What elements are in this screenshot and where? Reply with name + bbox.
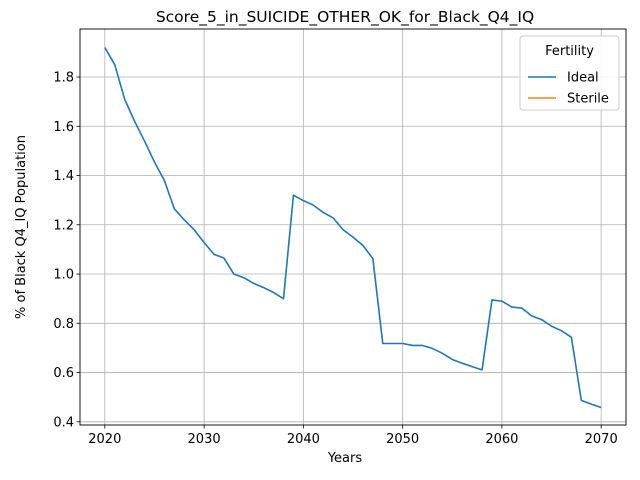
y-axis-label: % of Black Q4_IQ Population [14,135,29,319]
legend-box [519,35,620,111]
legend: Fertility Ideal Sterile [519,35,620,111]
series-line-ideal [104,47,602,409]
axis-ticks: 2020 2030 2040 2050 2060 2070 0.4 0.6 0.8 1.0 1.2 1… [53,71,617,447]
plot-frame [79,28,627,426]
y-tick-label: 0.8 [53,317,74,332]
y-tick-label: 1.8 [53,71,74,86]
series-lines [104,47,602,409]
x-tick-label: 2040 [287,432,320,447]
chart-title: Score_5_in_SUICIDE_OTHER_OK_for_Black_Q4… [156,8,534,27]
grid [80,29,626,425]
y-tick-label: 0.6 [53,366,74,381]
x-tick-label: 2030 [188,432,221,447]
x-tick-label: 2060 [485,432,518,447]
y-tick-label: 1.4 [53,169,74,184]
y-tick-label: 1.0 [53,268,74,283]
y-tick-label: 0.4 [53,415,74,430]
legend-label-ideal: Ideal [567,71,599,86]
legend-label-sterile: Sterile [567,92,609,107]
x-tick-label: 2020 [88,432,121,447]
y-tick-label: 1.6 [53,120,74,135]
x-axis-label: Years [327,451,363,466]
x-tick-label: 2070 [585,432,618,447]
x-tick-label: 2050 [386,432,419,447]
y-tick-label: 1.2 [53,218,74,233]
legend-entries: Ideal Sterile [528,71,609,107]
legend-title: Fertility [545,44,594,59]
